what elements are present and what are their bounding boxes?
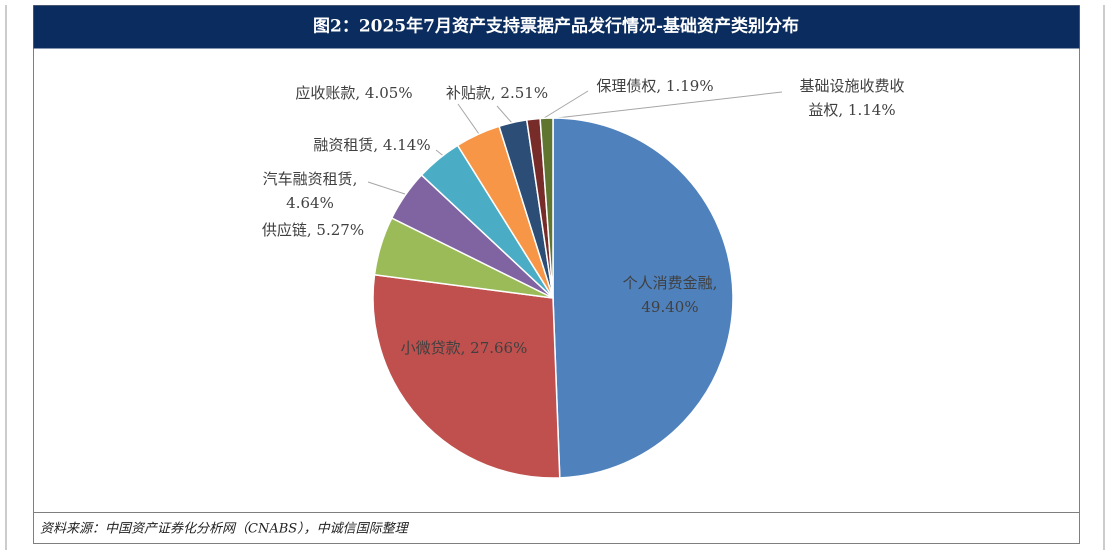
leader-line: [457, 103, 480, 135]
chart-title: 图2：2025年7月资产支持票据产品发行情况-基础资产类别分布: [313, 16, 799, 37]
data-label: 融资租赁, 4.14%: [313, 136, 430, 154]
leader-line: [367, 181, 406, 195]
data-label: 保理债权, 1.19%: [596, 77, 713, 95]
data-label: 个人消费金融, 49.40%: [623, 274, 718, 316]
leader-line: [496, 105, 513, 124]
leader-line: [547, 91, 783, 120]
data-label: 补贴款, 2.51%: [446, 84, 548, 102]
pie-slice: [372, 273, 561, 479]
pie-slice: [539, 117, 554, 299]
pie-slice: [552, 117, 734, 479]
title-bar: [33, 5, 1080, 49]
data-label: 基础设施收费收益权, 1.14%: [799, 77, 904, 119]
data-label: 汽车融资租赁, 4.64%: [263, 170, 358, 212]
data-label: 供应链, 5.27%: [262, 221, 364, 239]
source-note: 资料来源：中国资产证券化分析网（CNABS），中诚信国际整理: [40, 521, 410, 537]
data-label: 应收账款, 4.05%: [295, 84, 412, 102]
data-label: 小微贷款, 27.66%: [401, 339, 528, 357]
